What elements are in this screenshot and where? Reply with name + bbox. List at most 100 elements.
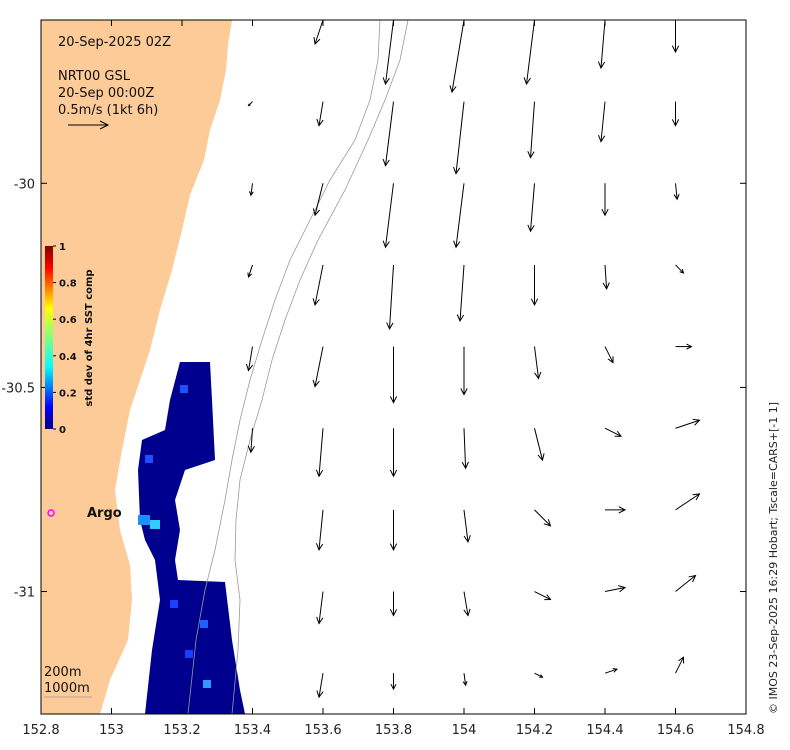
colorbar-label: std dev of 4hr SST comp xyxy=(84,269,95,406)
source-time: 20-Sep 00:00Z xyxy=(58,86,154,101)
x-tick-label: 153.6 xyxy=(304,723,341,738)
current-arrow xyxy=(313,19,324,46)
x-tick-label: 153.2 xyxy=(163,723,200,738)
current-arrow xyxy=(453,183,465,249)
sst-cell xyxy=(203,680,211,688)
colorbar-ticks: 0 0.2 0.4 0.6 0.8 1 xyxy=(53,242,77,436)
current-arrow xyxy=(390,673,397,691)
current-arrow xyxy=(675,493,701,511)
colorbar-tick-label: 1 xyxy=(59,242,66,253)
current-arrow xyxy=(460,346,468,396)
y-tick-label: -31 xyxy=(14,586,35,601)
argo-label: Argo xyxy=(87,506,122,521)
current-arrow xyxy=(386,264,394,331)
current-arrow xyxy=(456,264,465,323)
current-arrow xyxy=(247,264,253,278)
current-arrow xyxy=(523,19,535,86)
x-axis: 152.8 153 153.2 153.4 153.6 153.8 154 154.2 154.… xyxy=(22,20,765,738)
current-arrow xyxy=(389,509,398,551)
current-arrow xyxy=(462,673,468,687)
current-arrow xyxy=(312,183,324,217)
current-arrow xyxy=(247,101,253,107)
sst-cell xyxy=(150,520,160,529)
x-tick-label: 154 xyxy=(452,723,477,738)
current-arrow xyxy=(315,509,324,551)
colorbar-tick-label: 0.4 xyxy=(59,352,77,363)
x-tick-label: 153 xyxy=(99,723,124,738)
x-tick-label: 154.2 xyxy=(516,723,553,738)
sst-cell xyxy=(170,600,178,608)
current-arrow xyxy=(382,101,394,167)
current-arrow xyxy=(382,19,394,86)
current-arrow xyxy=(675,418,701,429)
current-arrow xyxy=(534,672,544,678)
colorbar xyxy=(45,246,53,429)
argo-marker xyxy=(47,509,55,517)
scale-label: 0.5m/s (1kt 6h) xyxy=(58,103,158,118)
isobath-label-200m: 200m xyxy=(44,665,81,680)
current-arrow xyxy=(247,428,255,454)
current-arrow xyxy=(245,346,254,372)
current-vectors xyxy=(245,19,701,699)
current-arrow xyxy=(604,427,622,437)
x-tick-label: 154.8 xyxy=(727,723,764,738)
current-arrow xyxy=(316,591,324,625)
x-tick-label: 154.6 xyxy=(657,723,694,738)
current-arrow xyxy=(527,183,535,233)
current-arrow xyxy=(534,346,542,380)
current-arrow xyxy=(675,574,697,592)
colorbar-tick-label: 0 xyxy=(59,425,66,436)
current-arrow xyxy=(463,509,471,543)
current-arrow xyxy=(604,668,619,674)
current-arrow xyxy=(463,591,471,617)
current-arrow xyxy=(605,506,627,514)
sst-cell xyxy=(145,455,153,463)
current-arrow xyxy=(671,101,680,127)
y-tick-label: -30.5 xyxy=(1,381,35,396)
sst-cell xyxy=(180,385,188,393)
y-tick-label: -30 xyxy=(14,177,35,192)
source-label: NRT00 GSL xyxy=(58,69,131,84)
current-arrow xyxy=(316,673,324,699)
current-arrow xyxy=(534,428,545,462)
sst-cell xyxy=(138,515,150,525)
date-label: 20-Sep-2025 02Z xyxy=(58,35,171,50)
isobath-label-1000m: 1000m xyxy=(44,681,90,696)
current-arrow xyxy=(675,656,685,674)
sst-cell xyxy=(200,620,208,628)
x-tick-label: 153.8 xyxy=(375,723,412,738)
colorbar-tick-label: 0.6 xyxy=(59,315,77,326)
isobath-1000m xyxy=(231,20,409,714)
current-arrow xyxy=(604,346,614,364)
y-axis: -30 -30.5 -31 xyxy=(1,177,746,601)
current-arrow xyxy=(530,264,539,307)
current-arrow xyxy=(461,428,469,470)
current-arrow xyxy=(602,264,610,291)
current-arrow xyxy=(675,264,685,274)
credit-text: © IMOS 23-Sep-2025 16:29 Hobart; Tscale=… xyxy=(767,402,780,714)
current-arrow xyxy=(389,591,398,617)
x-tick-label: 154.4 xyxy=(586,723,623,738)
current-arrow xyxy=(673,183,680,201)
current-arrow xyxy=(315,428,324,478)
current-arrow xyxy=(312,346,324,388)
current-arrow xyxy=(449,19,465,94)
current-arrow xyxy=(601,183,609,217)
sst-patch xyxy=(138,362,245,714)
current-arrow xyxy=(534,509,552,527)
current-arrow xyxy=(316,101,324,127)
current-arrow xyxy=(604,585,627,593)
colorbar-tick-label: 0.2 xyxy=(59,388,77,399)
sst-cell xyxy=(185,650,193,658)
current-arrow xyxy=(597,19,606,70)
isobath-200m xyxy=(187,20,381,714)
x-tick-label: 153.4 xyxy=(234,723,271,738)
current-arrow xyxy=(389,346,398,404)
current-arrow xyxy=(389,428,398,478)
colorbar-tick-label: 0.8 xyxy=(59,279,77,290)
current-arrow xyxy=(675,343,693,350)
land-mass xyxy=(41,20,232,714)
current-arrow xyxy=(534,591,552,601)
current-arrow xyxy=(249,183,254,197)
